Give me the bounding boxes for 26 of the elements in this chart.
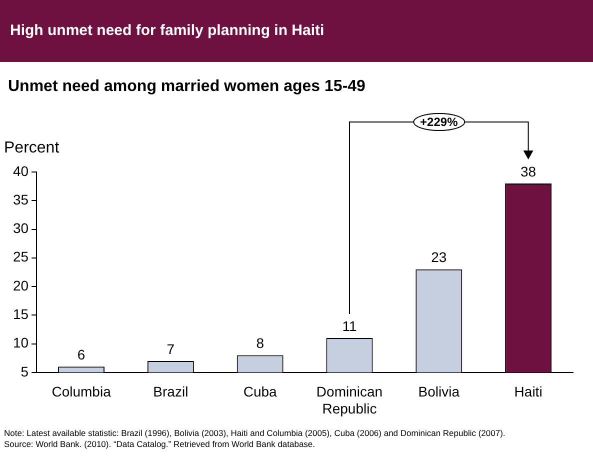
y-tick-label: 40: [12, 162, 29, 179]
y-tick-label: 35: [12, 191, 29, 208]
y-tick-label: 5: [20, 363, 29, 380]
data-label: 8: [256, 335, 264, 352]
data-label: 7: [166, 340, 175, 357]
x-tick-label: Columbia: [52, 384, 112, 400]
chart-title: High unmet need for family planning in Haiti: [0, 0, 593, 62]
x-tick-label: Haiti: [514, 384, 542, 400]
data-label: 38: [520, 163, 536, 180]
data-label: 11: [342, 318, 357, 334]
data-label: 23: [431, 249, 447, 266]
text: Note: Latest available statistic: Brazil (1996), Bolivia (2003), Haiti and Columbia (2005), Cuba (2006) and Dominican Republic (2007).: [4, 428, 506, 438]
x-tick-label: Bolivia: [418, 384, 460, 400]
y-tick-label: 15: [12, 306, 29, 322]
y-tick-label: 25: [12, 248, 29, 265]
chart-subtitle: Unmet need among married women ages 15-49: [8, 78, 366, 96]
y-axis-title: Percent: [4, 139, 60, 156]
x-tick-label: Brazil: [153, 384, 188, 400]
x-tick-label: Cuba: [243, 384, 278, 400]
text: +229%: [413, 113, 465, 131]
x-tick-label: Dominican Republic: [316, 384, 383, 416]
source-note: Source: World Bank. (2010). “Data Catalog.” Retrieved from World Bank database.: [4, 438, 316, 449]
y-tick-label: 20: [12, 277, 29, 294]
y-tick-label: 10: [12, 334, 29, 351]
data-label: 6: [77, 346, 86, 363]
y-tick-label: 30: [12, 220, 29, 236]
